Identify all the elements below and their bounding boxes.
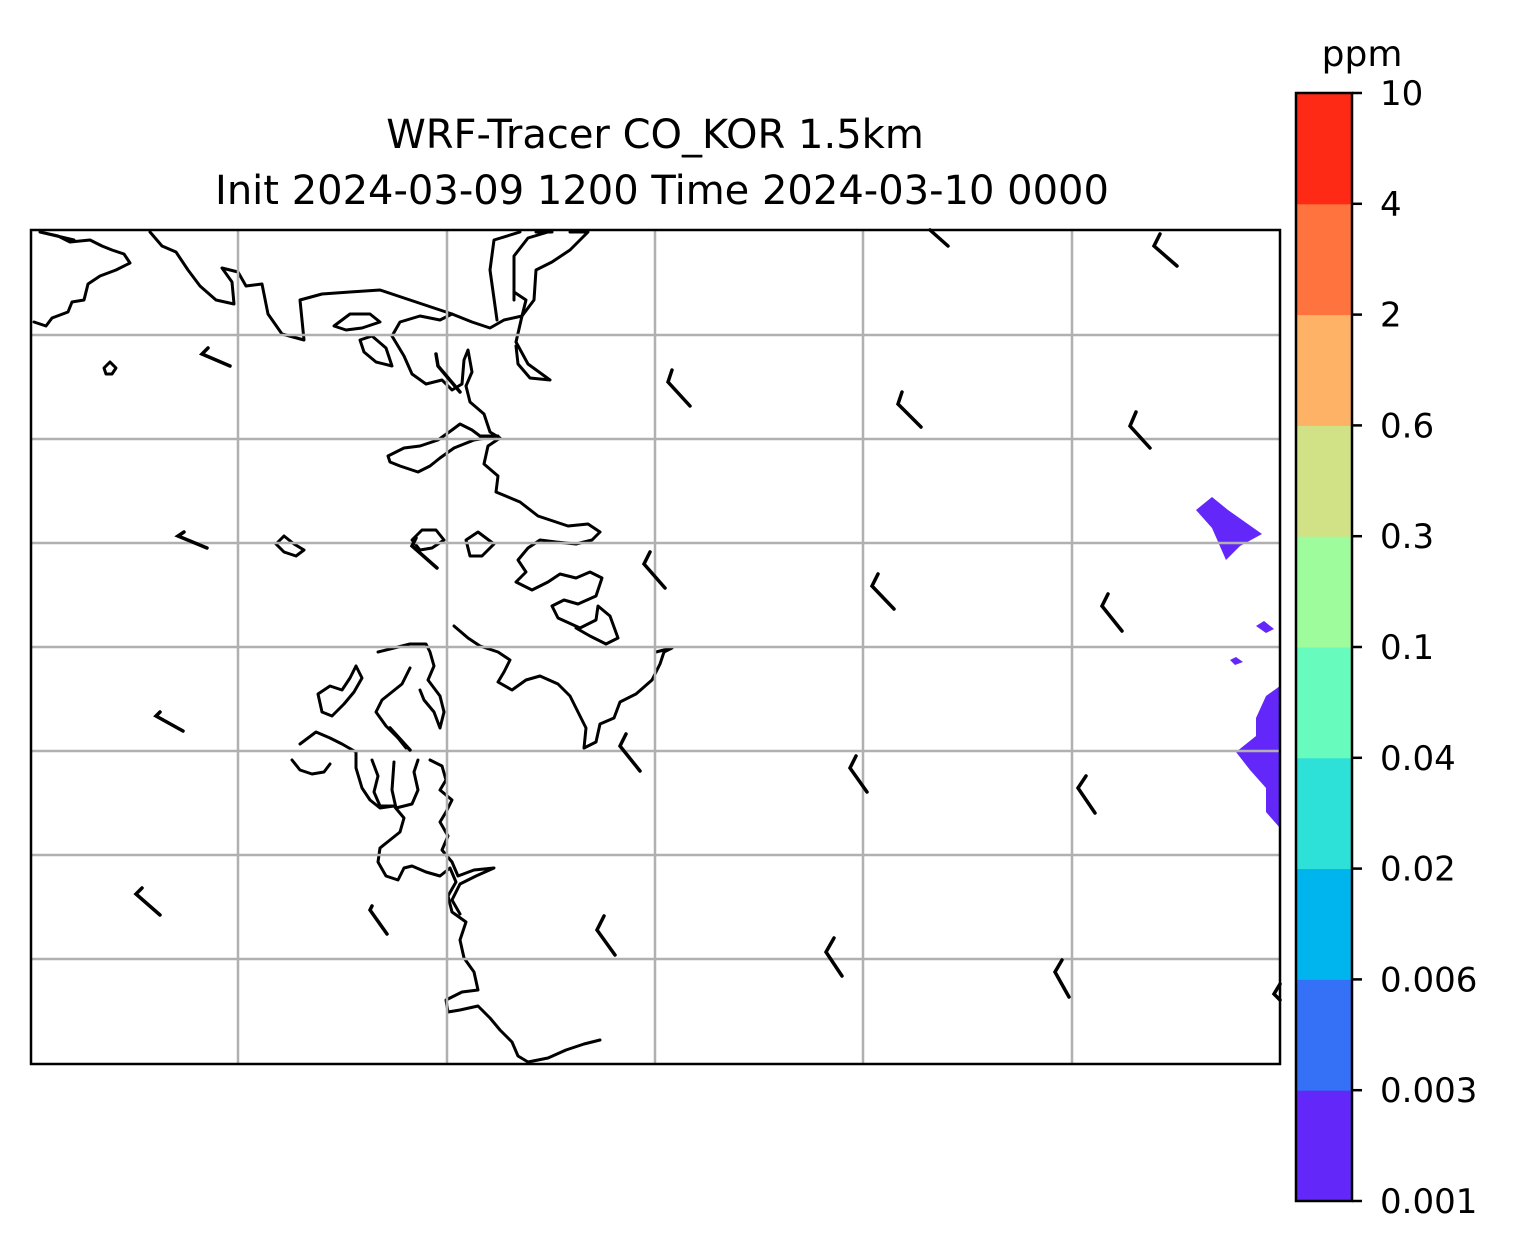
coastline-bay (386, 422, 500, 474)
wind-barb (409, 536, 439, 570)
colorbar-tick-label: 10 (1380, 74, 1423, 114)
wind-barb (133, 886, 162, 917)
tracer-contour-patch (1256, 621, 1274, 633)
colorbar-band (1296, 868, 1352, 980)
colorbar-band (1296, 93, 1352, 205)
wind-barb (594, 914, 617, 957)
colorbar-band (1296, 314, 1352, 426)
colorbar-band (1296, 1090, 1352, 1202)
coastlines (32, 230, 674, 1064)
coastline-north (32, 230, 132, 328)
coastline-river (488, 230, 590, 382)
coastline-mainland-west (148, 230, 528, 342)
wind-barb (153, 710, 185, 733)
tracer-contour-patch (1236, 686, 1280, 828)
colorbar-tick-label: 2 (1380, 296, 1402, 336)
gridlines (31, 230, 1280, 1064)
colorbar-bands (1296, 93, 1352, 1202)
colorbar-band (1296, 536, 1352, 648)
colorbar-tick-label: 0.04 (1380, 739, 1456, 779)
colorbar-ticks: 0.001 0.003 0.006 0.02 0.04 0.1 0.3 0.6 2 4 10 (1352, 74, 1477, 1222)
colorbar-tick-label: 0.001 (1380, 1182, 1477, 1222)
colorbar: ppm 0.001 0.003 0.006 0.02 0.04 0.1 0.3 0.6 2 4 10 (1294, 34, 1477, 1222)
wind-barb (823, 936, 844, 978)
coastline-south-mainland (452, 624, 674, 750)
wind-barb (895, 390, 923, 429)
coastline-peninsula (390, 312, 620, 646)
coastline-small-island (410, 528, 446, 552)
wind-barb (1052, 958, 1071, 999)
wind-barb (388, 726, 412, 752)
coastline-islands-south (290, 758, 496, 916)
colorbar-band (1296, 647, 1352, 759)
coastline-small-island (464, 530, 496, 558)
wind-barb (666, 368, 692, 408)
wind-barb (928, 228, 950, 248)
colorbar-tick-label: 0.6 (1380, 406, 1434, 446)
colorbar-band (1296, 979, 1352, 1091)
colorbar-tick-label: 4 (1380, 185, 1402, 225)
wind-barb (434, 352, 462, 394)
tracer-contour-patch (1230, 657, 1243, 665)
colorbar-frame (1294, 91, 1354, 1203)
colorbar-tick-label: 0.1 (1380, 628, 1434, 668)
map-title: WRF-Tracer CO_KOR 1.5km (386, 112, 924, 158)
wind-barb (1127, 410, 1152, 450)
tracer-contours (1196, 497, 1280, 828)
wind-barb (847, 754, 869, 794)
colorbar-unit-label: ppm (1322, 34, 1403, 75)
colorbar-tick-label: 0.006 (1380, 960, 1477, 1000)
wind-barb (1099, 592, 1124, 633)
wind-barb (1271, 982, 1282, 1002)
coastline-small-island (102, 360, 118, 376)
wind-barb (641, 550, 667, 590)
colorbar-tick-label: 0.3 (1380, 517, 1434, 557)
coastline-small-island (274, 534, 306, 558)
wind-barb (617, 732, 642, 773)
map-frame (29, 228, 1282, 1066)
coastline-small-island (332, 312, 382, 332)
wind-barb (869, 572, 896, 611)
map-panel (29, 228, 1282, 1066)
colorbar-band (1296, 757, 1352, 870)
colorbar-band (1296, 425, 1352, 537)
colorbar-band (1296, 203, 1352, 316)
colorbar-tick-label: 0.02 (1380, 850, 1456, 890)
tracer-contour-patch (1196, 497, 1262, 560)
wind-barb (1075, 774, 1097, 815)
colorbar-tick-label: 0.003 (1380, 1071, 1477, 1111)
wind-barbs (133, 228, 1282, 1002)
wind-barb (367, 904, 389, 936)
coastline-southwest (298, 730, 602, 1064)
wind-barb (1151, 232, 1179, 268)
map-subtitle: Init 2024-03-09 1200 Time 2024-03-10 000… (215, 168, 1109, 214)
wind-barb (174, 530, 209, 550)
wind-barb (198, 346, 232, 368)
